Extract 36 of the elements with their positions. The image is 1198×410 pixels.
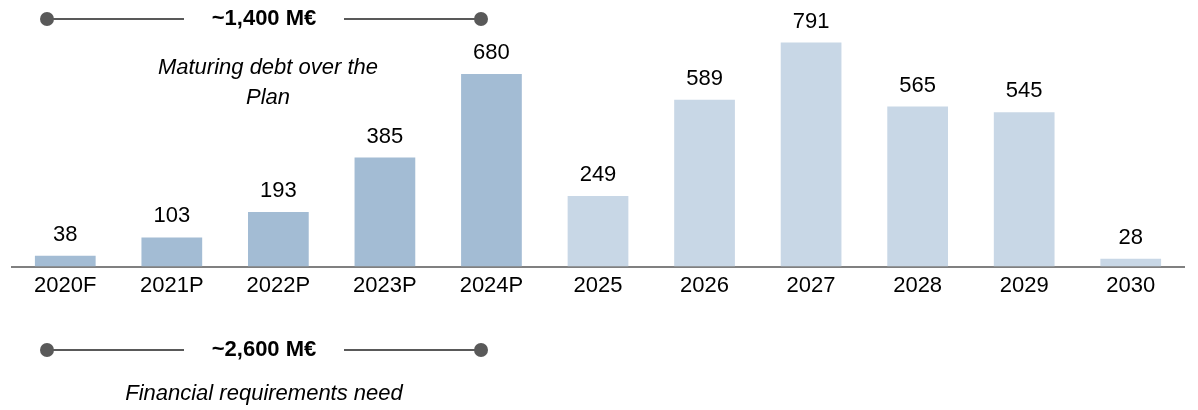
bar xyxy=(34,255,96,267)
bar xyxy=(248,211,309,267)
x-tick-label: 2024P xyxy=(459,271,524,297)
data-label: 103 xyxy=(153,202,191,228)
bar xyxy=(993,112,1055,267)
x-tick-label: 2026 xyxy=(680,271,730,297)
x-tick-label: 2021P xyxy=(140,271,204,297)
bar xyxy=(887,106,948,267)
bar xyxy=(567,196,629,267)
bar xyxy=(780,42,842,267)
text: ~2,600 M€ xyxy=(184,336,344,362)
data-label: 193 xyxy=(260,177,297,202)
data-label: 249 xyxy=(579,161,617,187)
bar xyxy=(354,157,416,267)
x-tick-label: 2025 xyxy=(573,271,623,297)
x-tick-label: 2023P xyxy=(353,271,417,297)
data-label: 545 xyxy=(1005,77,1043,103)
data-label: 38 xyxy=(53,220,78,246)
x-tick-label: 2030 xyxy=(1106,271,1156,297)
x-tick-label: 2028 xyxy=(893,271,943,297)
text: Financial requirements need xyxy=(124,380,405,406)
data-label: 565 xyxy=(899,71,936,97)
data-label: 589 xyxy=(686,64,723,90)
x-tick-label: 2027 xyxy=(786,271,836,297)
x-tick-label: 2020F xyxy=(34,271,97,297)
text: ~1,400 M€ xyxy=(184,5,344,31)
x-tick-label: 2029 xyxy=(999,271,1049,297)
bar xyxy=(674,99,735,267)
annotation: Maturing debt over the Plan xyxy=(156,53,380,111)
data-label: 385 xyxy=(366,122,404,148)
data-label: 680 xyxy=(473,39,510,65)
x-tick-label: 2022P xyxy=(246,271,311,297)
bar xyxy=(461,73,522,267)
bar xyxy=(141,237,203,267)
data-label: 791 xyxy=(792,7,830,33)
data-label: 28 xyxy=(1118,223,1143,249)
